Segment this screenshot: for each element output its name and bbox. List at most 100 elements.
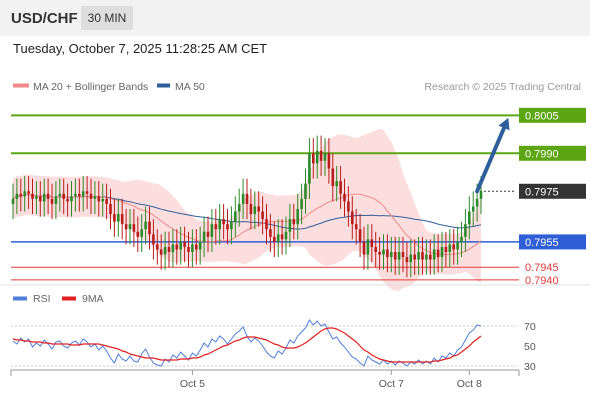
candle-body — [429, 254, 432, 260]
x-axis: Oct 5 Oct 7 Oct 8 — [10, 369, 520, 390]
forecast-arrow — [475, 117, 510, 194]
ma50-legend-label: MA 50 — [175, 81, 205, 93]
candle-body — [222, 219, 225, 225]
candle — [113, 198, 116, 237]
candle — [261, 196, 264, 235]
candle — [234, 196, 237, 237]
level-label-0-7945: 0.7945 — [525, 262, 559, 274]
candle — [206, 216, 210, 253]
candle-body — [362, 241, 366, 255]
rsi-ma-legend-label: 9MA — [82, 293, 104, 305]
candle-body — [54, 196, 58, 204]
candle — [284, 216, 288, 255]
rsi-tick-70: 70 — [524, 321, 536, 333]
candle-body — [397, 252, 401, 260]
candle — [50, 183, 54, 220]
candle — [347, 186, 350, 227]
candle-body — [163, 246, 167, 255]
candle — [15, 178, 19, 215]
candle-body — [245, 193, 249, 204]
candle-body — [390, 252, 393, 258]
candle-body — [440, 246, 444, 258]
candle — [132, 208, 136, 247]
candle-body — [351, 211, 354, 225]
candle-body — [66, 198, 69, 202]
candle — [81, 176, 85, 212]
candle-body — [175, 244, 179, 250]
candle — [269, 214, 272, 253]
candle — [148, 206, 151, 250]
candle-body — [191, 244, 194, 253]
level-label-0-7940: 0.7940 — [525, 275, 559, 287]
candle — [230, 206, 233, 245]
candle-body — [39, 196, 42, 202]
candle-body — [374, 246, 377, 253]
candle — [280, 219, 284, 255]
candle-body — [452, 244, 455, 250]
candle — [339, 165, 342, 209]
candle-body — [109, 203, 112, 215]
candle — [62, 178, 65, 215]
candle-body — [319, 150, 323, 161]
candle — [78, 178, 81, 212]
level-label-0-7990-text: 0.7990 — [525, 148, 559, 160]
candle — [144, 206, 147, 245]
candle — [187, 231, 190, 268]
candle — [366, 224, 370, 270]
candle-body — [339, 181, 342, 194]
candle — [35, 181, 38, 215]
candle — [11, 183, 15, 220]
forecast-arrow-shaft — [475, 125, 506, 194]
candle — [105, 183, 108, 220]
candle — [276, 219, 280, 258]
candle-body — [93, 196, 97, 199]
candle-body — [436, 249, 440, 258]
ma20-legend-swatch — [13, 83, 29, 88]
candles — [11, 135, 483, 278]
candle — [136, 216, 140, 253]
x-tick-label: Oct 8 — [457, 378, 482, 390]
rsi-tick-30: 30 — [524, 361, 536, 373]
candle — [198, 226, 202, 265]
candle — [140, 214, 143, 253]
candle — [70, 181, 73, 217]
candle — [214, 208, 218, 245]
candle — [460, 221, 463, 258]
candle-body — [226, 224, 229, 230]
candle-body — [171, 244, 175, 253]
candle — [413, 239, 416, 275]
candle — [120, 198, 124, 240]
candle-body — [15, 193, 19, 199]
candle-body — [230, 221, 233, 230]
candle-body — [284, 231, 288, 240]
candle-body — [167, 246, 171, 253]
candle-body — [198, 241, 202, 250]
candle — [319, 135, 323, 177]
candle-body — [159, 249, 163, 255]
candle-body — [237, 203, 241, 212]
candle — [124, 208, 128, 245]
candle-body — [35, 196, 38, 199]
rsi-ma-legend-swatch — [62, 296, 76, 301]
candle-body — [214, 224, 218, 230]
candle-body — [413, 254, 416, 260]
level-label-0-7990-bg — [519, 145, 586, 161]
candle — [468, 196, 471, 240]
candle-body — [140, 229, 143, 237]
candle — [405, 241, 409, 278]
candle — [436, 234, 440, 273]
timeframe-button[interactable]: 30 MIN — [81, 6, 133, 30]
candle-body — [234, 211, 237, 222]
candle-body — [195, 244, 198, 250]
candle-body — [23, 191, 26, 197]
candle — [300, 183, 303, 225]
candle-body — [58, 193, 62, 197]
candle — [378, 236, 381, 270]
level-label-0-7955-text: 0.7955 — [525, 237, 559, 249]
current-price-badge-text: 0.7975 — [525, 186, 559, 198]
main-panel: MA 20 + Bollinger Bands MA 50 Research ©… — [11, 81, 586, 291]
candle — [31, 178, 34, 215]
candle-body — [183, 241, 186, 247]
candle-body — [448, 244, 452, 253]
